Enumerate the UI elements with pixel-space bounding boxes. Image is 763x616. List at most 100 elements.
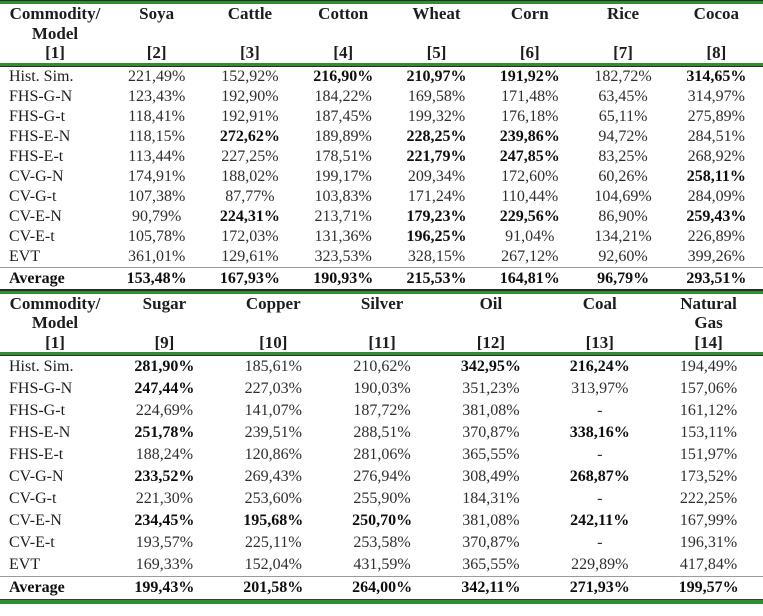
value-cell: 226,89% [687,227,745,245]
column-name: Silver [360,293,404,313]
value-cell: 187,72% [353,402,411,419]
value-cell: 381,08% [462,402,520,419]
value-cell: 172,60% [501,167,559,185]
table-top-border [0,0,763,4]
row-label: CV-G-t [9,187,57,205]
average-cell: 199,57% [678,579,739,596]
column-name-line2 [110,24,203,44]
row-label: Hist. Sim. [9,358,74,375]
column-header-copper: Copper [10] [219,294,328,353]
column-header-rice: Rice [7] [576,4,669,63]
value-cell: 247,85% [499,147,560,165]
table-row: CV-G-N 174,91% 188,02% 199,17% 209,34% 172,60… [0,167,763,187]
column-ref: [11] [368,332,396,352]
header-separator [0,352,763,356]
value-cell: 184,31% [462,490,520,507]
value-cell: 169,58% [407,87,466,105]
value-cell: 113,44% [128,147,185,165]
value-cell: 118,41% [128,107,185,125]
value-cell: - [597,446,603,463]
value-cell: 131,36% [314,227,372,245]
value-cell: 94,72% [598,127,648,145]
column-header-corn: Corn [6] [483,4,576,63]
average-row: Average 199,43% 201,58% 264,00% 342,11% 271,9… [0,577,763,599]
value-cell: 193,57% [135,534,194,551]
column-name-line2 [328,313,437,333]
value-cell: 342,95% [460,358,521,375]
column-name-line2 [483,24,576,44]
row-label: EVT [9,247,41,265]
value-cell: 83,25% [598,147,648,165]
average-separator [0,576,763,577]
value-cell: 171,24% [407,187,466,205]
column-ref: [13] [585,332,614,352]
column-name-line2 [670,24,763,44]
value-cell: - [597,402,603,419]
column-ref: [5] [426,43,447,62]
value-cell: 227,03% [244,380,302,397]
row-label: CV-E-N [9,512,62,529]
row-label: FHS-E-t [9,446,64,463]
value-cell: 281,06% [353,446,411,463]
column-name: Oil [479,293,503,313]
column-header-oil: Oil [12] [437,294,546,353]
value-cell: 224,69% [135,402,194,419]
column-header-cocoa: Cocoa [8] [670,4,763,63]
value-cell: 167,99% [679,512,738,529]
row-label: CV-G-N [9,468,64,485]
average-cell: 199,43% [134,579,195,596]
average-cell: 96,79% [597,269,650,287]
value-cell: 247,44% [134,380,195,397]
value-cell: 365,55% [462,556,520,573]
table-row: FHS-G-N 123,43% 192,90% 184,22% 169,58% 171,4… [0,87,763,107]
value-cell: 171,48% [501,87,559,105]
value-cell: - [597,490,603,507]
value-cell: 176,18% [501,107,559,125]
value-cell: 361,01% [127,247,186,265]
value-cell: 250,70% [352,512,413,529]
column-header-cotton: Cotton [4] [297,4,390,63]
value-cell: 129,61% [221,247,279,265]
value-cell: 267,12% [501,247,559,265]
average-cell: 264,00% [352,579,413,596]
value-cell: 90,79% [131,207,182,225]
column-ref: [8] [706,43,727,62]
row-label: FHS-E-N [9,424,71,441]
table-header-row: Commodity/Model [1] Soya [2] Cattle [3] Cotton… [0,4,763,63]
table-row: FHS-G-t 224,69% 141,07% 187,72% 381,08% - 161,… [0,400,763,422]
value-cell: 191,92% [499,67,560,85]
value-cell: 228,25% [406,127,467,145]
value-cell: 268,92% [687,147,745,165]
value-cell: 104,69% [594,187,652,205]
column-name: Copper [245,293,301,313]
value-cell: 152,92% [221,67,279,85]
value-cell: 234,45% [134,512,195,529]
value-cell: 209,34% [407,167,466,185]
value-cell: - [597,534,603,551]
table-row: CV-G-t 221,30% 253,60% 255,90% 184,31% - 222,2… [0,488,763,510]
value-cell: 268,87% [569,468,630,485]
table-row: CV-G-t 107,38% 87,77% 103,83% 171,24% 110,44%… [0,187,763,207]
column-name-line2 [576,24,669,44]
value-cell: 172,03% [221,227,279,245]
column-name-line2 [297,24,390,44]
column-ref: [12] [476,332,506,352]
value-cell: 188,02% [221,167,279,185]
column-ref: [7] [613,43,633,62]
value-cell: 269,43% [244,468,302,485]
column-name-line2 [110,313,219,333]
value-cell: 221,30% [135,490,194,507]
value-cell: 210,97% [406,67,467,85]
value-cell: 123,43% [127,87,186,105]
value-cell: 272,62% [219,127,280,145]
table-row: Hist. Sim. 281,90% 185,61% 210,62% 342,95% 21… [0,356,763,378]
value-cell: 431,59% [353,556,411,573]
value-cell: 275,89% [687,107,745,125]
table-row: Hist. Sim. 221,49% 152,92% 216,90% 210,97% 19… [0,67,763,87]
value-cell: 242,11% [570,512,630,529]
average-row: Average 153,48% 167,93% 190,93% 215,53% 164,8… [0,268,763,289]
value-cell: 224,31% [219,207,280,225]
value-cell: 103,83% [314,187,372,205]
value-cell: 210,62% [353,358,411,375]
